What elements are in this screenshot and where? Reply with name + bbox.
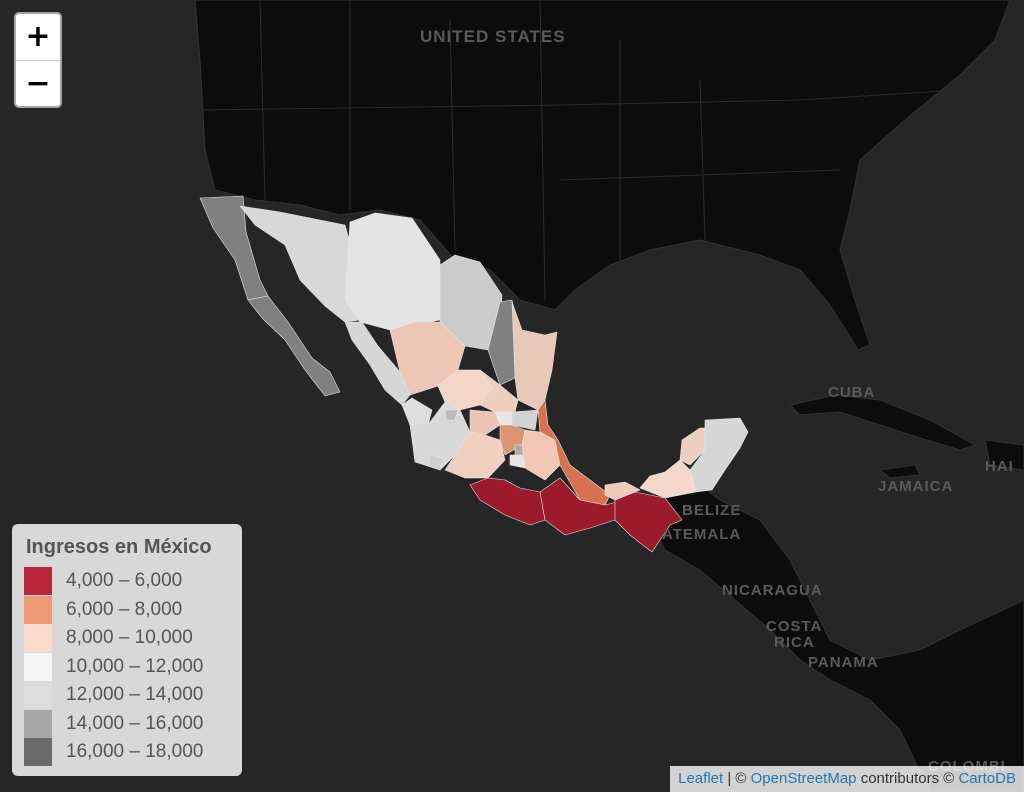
state-aguascalientes[interactable]	[444, 409, 459, 421]
legend-item: 8,000 – 10,000	[24, 624, 230, 653]
zoom-control: + −	[14, 12, 62, 108]
legend-swatch	[24, 738, 52, 767]
legend-item: 12,000 – 14,000	[24, 681, 230, 710]
north-america-land	[194, 0, 1011, 351]
legend-swatch	[24, 624, 52, 653]
hispaniola-land	[984, 439, 1024, 471]
legend-swatch	[24, 681, 52, 710]
cuba-land	[789, 394, 977, 451]
attribution-sep: | ©	[723, 770, 751, 787]
state-hidalgo[interactable]	[511, 409, 539, 431]
legend-label: 16,000 – 18,000	[66, 741, 204, 763]
state-sinaloa[interactable]	[344, 321, 411, 406]
legend-title: Ingresos en México	[26, 536, 212, 558]
legend-label: 8,000 – 10,000	[66, 627, 193, 649]
attribution-contributors: contributors ©	[856, 770, 959, 787]
legend-label: 14,000 – 16,000	[66, 712, 204, 734]
openstreetmap-link[interactable]: OpenStreetMap	[750, 770, 857, 787]
label-jamaica: JAMAICA	[878, 478, 954, 495]
mexico-states	[199, 195, 749, 553]
leaflet-link[interactable]: Leaflet	[678, 770, 724, 787]
jamaica-land	[878, 464, 921, 479]
zoom-out-button[interactable]: −	[16, 60, 60, 106]
legend-label: 6,000 – 8,000	[66, 598, 183, 620]
label-belize: BELIZE	[682, 502, 742, 519]
legend-label: 10,000 – 12,000	[66, 655, 204, 677]
state-quintana-roo[interactable]	[689, 417, 749, 493]
label-haiti: HAI	[985, 458, 1014, 475]
legend-label: 12,000 – 14,000	[66, 684, 204, 706]
legend-item: 10,000 – 12,000	[24, 652, 230, 682]
state-chiapas[interactable]	[614, 491, 683, 553]
legend: Ingresos en México 4,000 – 6,000 6,000 – …	[12, 524, 242, 776]
label-costa: COSTA	[766, 618, 823, 635]
legend-swatch	[24, 652, 52, 681]
state-baja-california-sur[interactable]	[247, 295, 341, 397]
state-guanajuato[interactable]	[469, 409, 501, 436]
label-panama: PANAMA	[808, 654, 879, 671]
legend-swatch	[24, 567, 52, 596]
legend-item: 14,000 – 16,000	[24, 709, 230, 739]
state-campeche[interactable]	[639, 459, 697, 499]
central-america-land	[649, 484, 1024, 792]
legend-swatch	[24, 709, 52, 738]
label-rica: RICA	[774, 634, 815, 651]
attribution: Leaflet | © OpenStreetMap contributors ©…	[670, 766, 1024, 792]
label-cuba: CUBA	[828, 384, 876, 401]
legend-swatch	[24, 595, 52, 624]
zoom-in-button[interactable]: +	[25, 19, 51, 54]
state-colima[interactable]	[427, 454, 446, 471]
label-guatemala: ATEMALA	[662, 526, 742, 543]
legend-item: 4,000 – 6,000	[24, 567, 230, 596]
state-borders-lines	[199, 0, 961, 301]
legend-item: 16,000 – 18,000	[24, 738, 230, 767]
state-nayarit[interactable]	[401, 397, 433, 426]
state-tamaulipas[interactable]	[511, 301, 558, 411]
land-masses	[194, 0, 1024, 792]
legend-item: 6,000 – 8,000	[24, 595, 230, 625]
label-united-states: UNITED STATES	[420, 27, 566, 46]
state-tabasco[interactable]	[604, 481, 641, 501]
state-sonora[interactable]	[239, 205, 361, 323]
state-michoacan[interactable]	[444, 431, 506, 479]
legend-label: 4,000 – 6,000	[66, 570, 183, 592]
cartodb-link[interactable]: CartoDB	[958, 770, 1016, 787]
label-nicaragua: NICARAGUA	[722, 582, 823, 599]
